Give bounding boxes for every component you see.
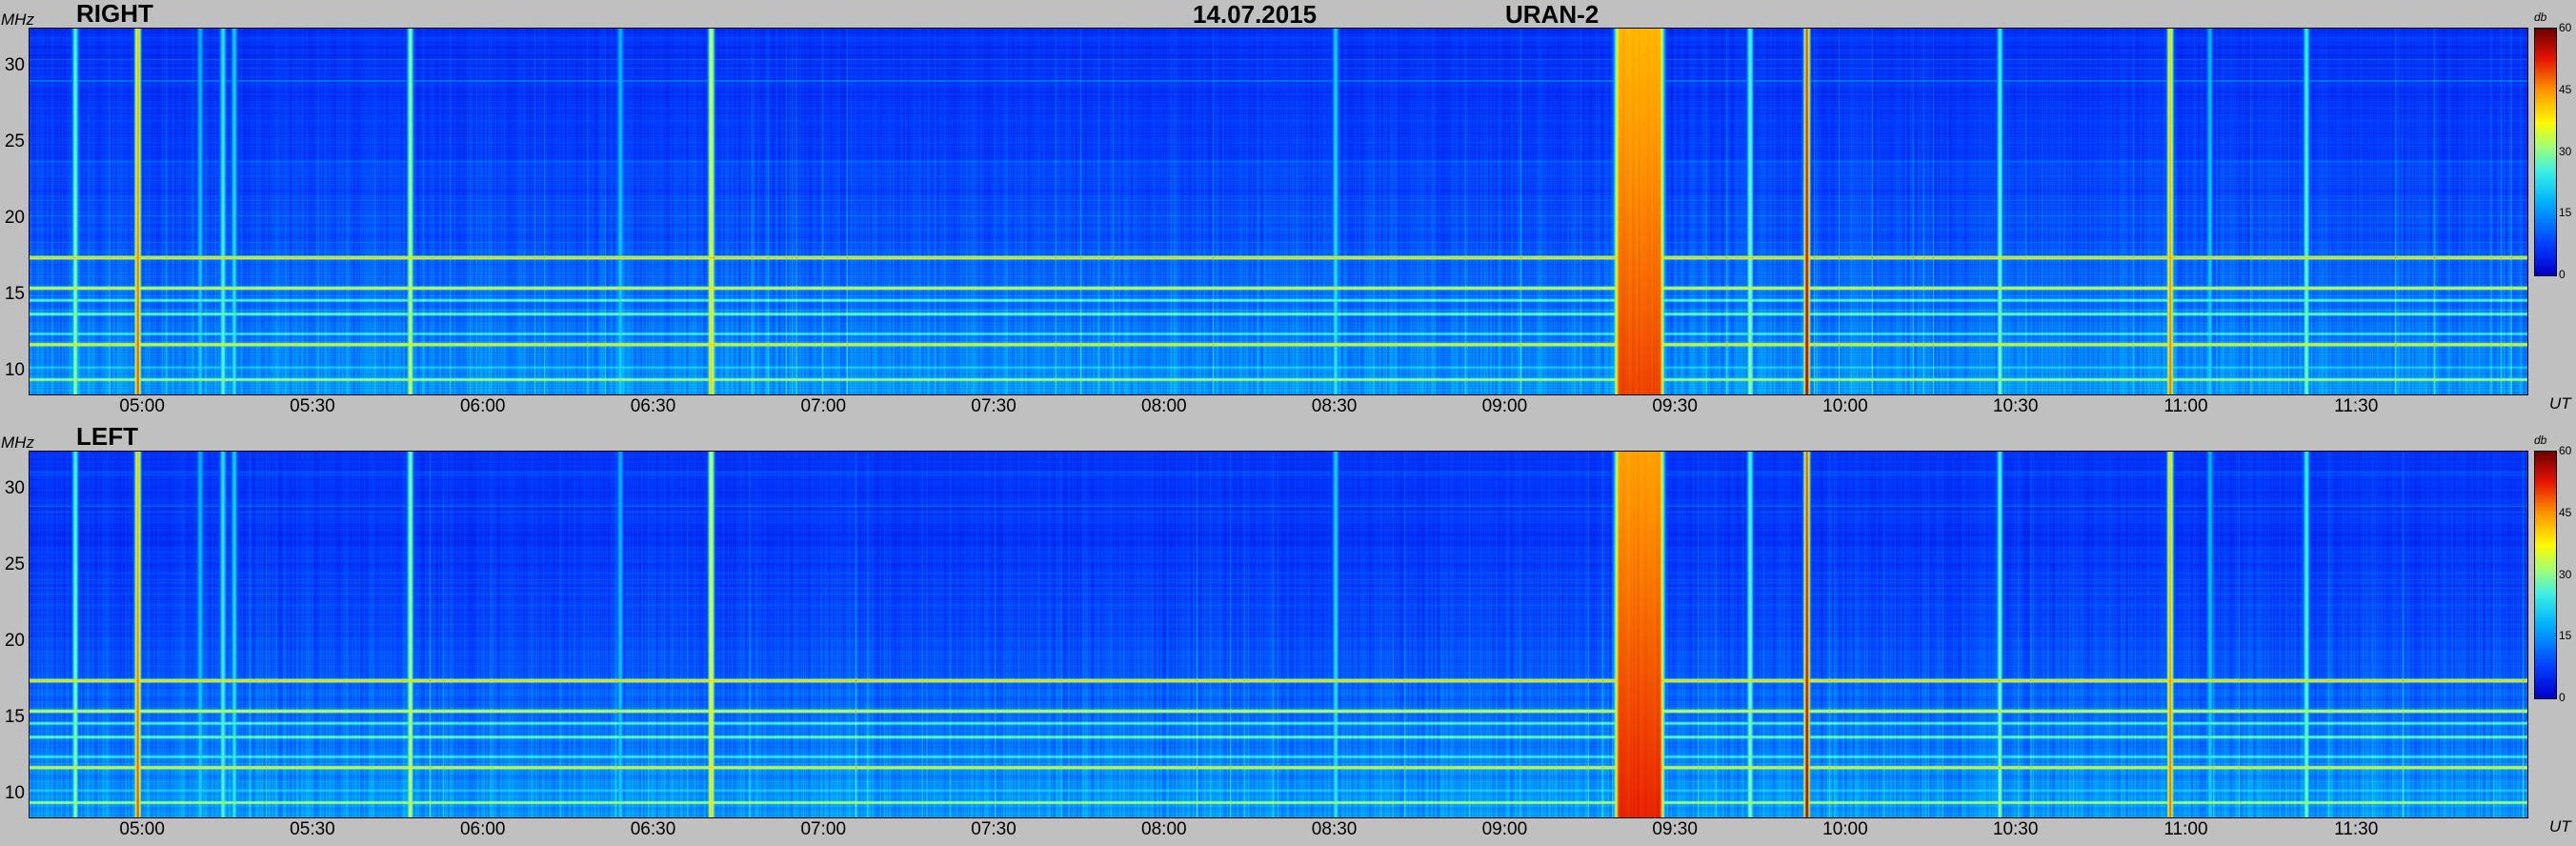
- colorbar-unit: db: [2534, 10, 2547, 24]
- x-tick-label: 07:00: [800, 396, 847, 416]
- x-tick-label: 10:00: [1822, 819, 1868, 839]
- x-tick-label: 07:30: [971, 396, 1016, 416]
- y-tick-label: 25: [4, 131, 25, 151]
- x-tick-label: 11:00: [2163, 819, 2208, 839]
- y-tick-label: 15: [4, 284, 25, 304]
- y-tick-label: 20: [4, 208, 25, 228]
- x-tick-label: 11:30: [2334, 396, 2379, 416]
- panel-title-right: RIGHT: [76, 0, 153, 28]
- x-tick-label: 07:30: [971, 819, 1016, 839]
- spectrogram-image: [30, 452, 2527, 817]
- x-axis-unit: UT: [2549, 817, 2571, 836]
- y-tick-label: 20: [4, 631, 25, 651]
- colorbar: [2534, 451, 2557, 699]
- x-tick-label: 08:30: [1311, 396, 1358, 416]
- colorbar-tick-label: 60: [2559, 444, 2572, 457]
- x-tick-label: 11:30: [2334, 819, 2379, 839]
- colorbar-tick-label: 60: [2559, 21, 2572, 34]
- colorbar-unit: db: [2534, 433, 2547, 447]
- colorbar: [2534, 28, 2557, 276]
- colorbar-tick-label: 45: [2559, 82, 2572, 96]
- colorbar-tick-label: 30: [2559, 144, 2572, 158]
- x-tick-label: 06:00: [459, 819, 506, 839]
- x-tick-label: 06:00: [459, 396, 506, 416]
- spectrogram-image: [30, 29, 2527, 394]
- colorbar-tick-label: 45: [2559, 505, 2572, 519]
- x-tick-label: 05:30: [290, 396, 335, 416]
- x-tick-label: 06:30: [630, 396, 676, 416]
- y-tick-label: 15: [4, 707, 25, 727]
- x-tick-label: 11:00: [2163, 396, 2208, 416]
- x-tick-label: 07:00: [800, 819, 847, 839]
- spectrogram-plot: [29, 451, 2528, 818]
- date-label: 14.07.2015: [1193, 0, 1318, 29]
- x-tick-label: 10:30: [1992, 819, 2039, 839]
- x-tick-label: 06:30: [630, 819, 676, 839]
- y-tick-label: 10: [4, 360, 25, 380]
- y-tick-label: 10: [4, 783, 25, 803]
- x-tick-label: 05:00: [119, 396, 165, 416]
- x-tick-label: 10:30: [1992, 396, 2039, 416]
- y-tick-label: 30: [4, 55, 25, 75]
- x-axis-unit: UT: [2549, 394, 2571, 413]
- x-tick-label: 08:00: [1141, 819, 1187, 839]
- y-tick-label: 30: [4, 478, 25, 498]
- panel-title-left: LEFT: [76, 422, 138, 451]
- x-tick-label: 10:00: [1822, 396, 1868, 416]
- colorbar-tick-label: 0: [2559, 691, 2566, 704]
- x-tick-label: 09:30: [1652, 819, 1698, 839]
- colorbar-tick-label: 0: [2559, 268, 2566, 281]
- x-tick-label: 05:30: [290, 819, 335, 839]
- instrument-label: URAN-2: [1505, 0, 1600, 29]
- colorbar-tick-label: 30: [2559, 567, 2572, 581]
- y-axis-unit: MHz: [1, 433, 34, 452]
- x-tick-label: 09:00: [1481, 396, 1528, 416]
- x-tick-label: 09:30: [1652, 396, 1698, 416]
- x-tick-label: 05:00: [119, 819, 165, 839]
- x-tick-label: 08:00: [1141, 396, 1187, 416]
- x-tick-label: 09:00: [1481, 819, 1528, 839]
- colorbar-tick-label: 15: [2559, 206, 2572, 220]
- y-axis-unit: MHz: [1, 10, 34, 29]
- spectrogram-plot: [29, 28, 2528, 395]
- y-tick-label: 25: [4, 554, 25, 574]
- x-tick-label: 08:30: [1311, 819, 1358, 839]
- colorbar-tick-label: 15: [2559, 629, 2572, 643]
